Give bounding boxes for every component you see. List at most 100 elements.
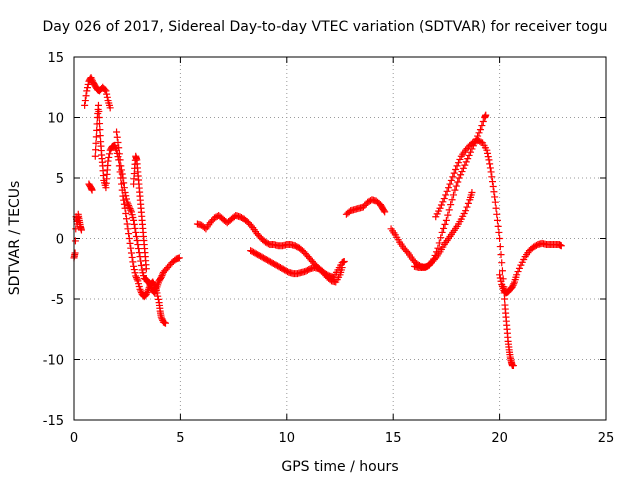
data-point — [440, 195, 448, 203]
data-point — [95, 114, 103, 121]
data-point — [475, 129, 483, 137]
data-point — [92, 146, 100, 154]
data-point — [468, 189, 476, 197]
y-tick-label: 0 — [56, 233, 64, 248]
data-point — [92, 139, 100, 147]
data-point — [132, 232, 140, 240]
data-point — [132, 272, 140, 280]
data-point — [514, 268, 522, 276]
data-point — [136, 285, 144, 293]
data-point — [381, 208, 389, 216]
data-point — [487, 168, 495, 176]
data-point — [459, 164, 467, 172]
data-point — [96, 120, 104, 128]
data-point — [380, 207, 388, 215]
data-point — [105, 153, 113, 161]
data-point — [114, 139, 122, 147]
data-point — [127, 244, 135, 252]
data-point — [496, 271, 504, 279]
data-point — [123, 198, 131, 206]
data-point — [143, 289, 151, 297]
data-point — [451, 186, 459, 194]
data-point — [509, 362, 517, 370]
data-point — [137, 287, 145, 295]
data-point — [83, 84, 91, 92]
data-point — [464, 155, 472, 163]
data-point — [456, 155, 464, 163]
data-point — [115, 144, 123, 152]
data-point — [449, 191, 457, 199]
data-point — [158, 272, 166, 280]
data-point — [438, 228, 446, 236]
data-point — [496, 274, 504, 282]
data-point — [131, 269, 139, 277]
data-point — [513, 271, 521, 279]
data-point — [462, 207, 470, 215]
data-point — [497, 277, 505, 285]
data-point — [125, 230, 133, 238]
data-point — [476, 126, 484, 134]
data-point — [106, 104, 114, 112]
y-tick-label: 10 — [47, 112, 64, 127]
data-point — [131, 224, 139, 232]
data-point — [132, 228, 140, 236]
data-point — [496, 243, 504, 251]
data-point — [121, 189, 129, 197]
data-point — [340, 257, 348, 265]
data-point — [127, 206, 135, 214]
data-point — [496, 235, 504, 242]
data-point — [453, 162, 461, 170]
data-point — [485, 156, 493, 164]
x-axis-label: GPS time / hours — [281, 459, 398, 475]
data-point — [105, 150, 113, 158]
data-point — [120, 184, 128, 192]
y-tick-label: -15 — [43, 414, 64, 429]
data-point — [403, 247, 411, 255]
data-point — [495, 228, 503, 236]
x-tick-label: 20 — [491, 431, 508, 446]
data-point — [83, 87, 91, 95]
data-point — [116, 156, 124, 164]
data-point — [430, 255, 438, 263]
data-point — [104, 157, 112, 165]
data-point — [134, 241, 142, 249]
data-point — [94, 101, 102, 109]
data-point — [488, 173, 496, 181]
data-point — [464, 199, 472, 207]
data-point — [128, 253, 136, 261]
data-point — [81, 101, 89, 109]
data-point — [465, 151, 473, 159]
data-point — [484, 149, 492, 157]
data-point — [338, 264, 346, 272]
data-point — [450, 169, 458, 177]
data-point — [158, 315, 166, 323]
data-point — [437, 234, 445, 242]
data-point — [129, 258, 137, 266]
data-point — [443, 187, 451, 195]
data-point — [489, 182, 497, 190]
data-point — [147, 282, 155, 290]
data-point — [162, 319, 170, 327]
plot-area-border — [73, 56, 607, 421]
data-point — [130, 266, 138, 274]
data-point — [157, 313, 165, 321]
data-point — [557, 242, 565, 250]
data-point — [122, 195, 130, 203]
data-point — [142, 290, 150, 298]
data-point — [483, 146, 491, 154]
grid-lines — [74, 57, 606, 420]
data-point — [457, 171, 465, 179]
x-tick-label: 10 — [279, 431, 296, 446]
data-point — [154, 295, 162, 303]
data-point — [124, 200, 132, 208]
data-point — [482, 111, 490, 119]
y-tick-label: 15 — [47, 51, 64, 66]
data-point — [494, 222, 502, 230]
data-point — [455, 174, 463, 182]
data-point — [175, 254, 183, 262]
data-point — [126, 205, 134, 213]
data-point — [132, 274, 140, 282]
data-point — [452, 166, 460, 174]
data-point — [113, 133, 121, 141]
